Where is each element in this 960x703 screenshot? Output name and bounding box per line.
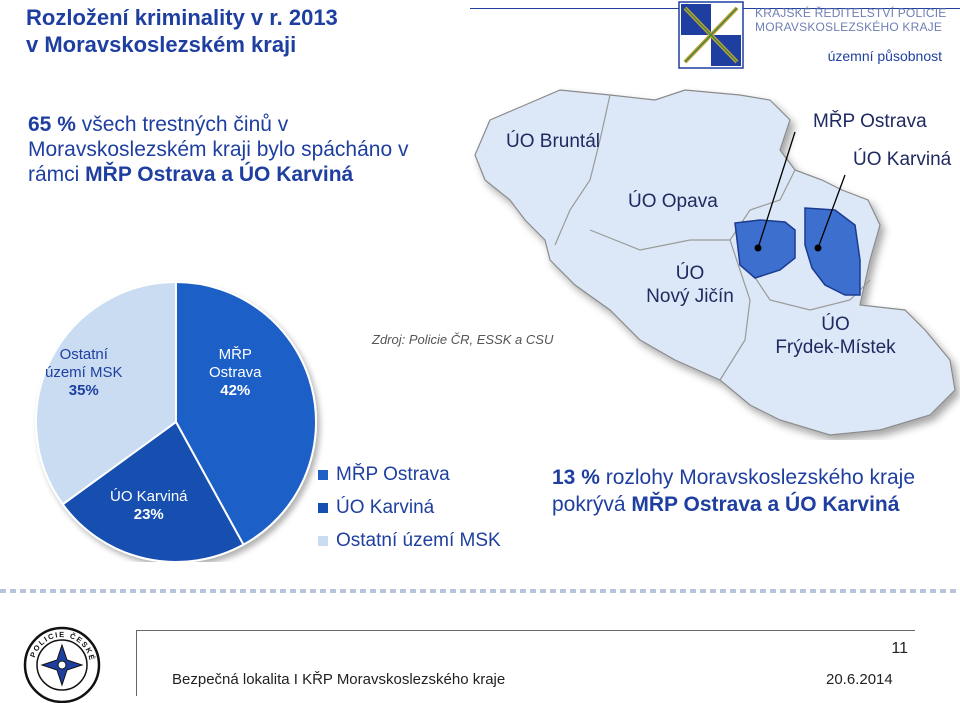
- org-line-2: MORAVSKOSLEZSKÉHO KRAJE: [755, 20, 943, 34]
- frydek-line-2: Frýdek-Místek: [775, 337, 896, 358]
- map-label-bruntal: ÚO Bruntál: [506, 131, 600, 152]
- pie-label-other-line1: Ostatní: [59, 346, 108, 363]
- police-badge-icon: POLICIE ČESKÉ REPUBLIKY: [22, 625, 101, 703]
- legend-label-ostrava: MŘP Ostrava: [336, 463, 450, 485]
- highlight-lead: 13 %: [552, 466, 600, 489]
- pie-label-other: Ostatní území MSK 35%: [45, 346, 123, 400]
- legend-label-other: Ostatní území MSK: [336, 529, 501, 551]
- map-region-outline: [474, 89, 956, 436]
- map-label-ostrava: MŘP Ostrava: [813, 111, 927, 132]
- map-label-opava: ÚO Opava: [628, 191, 718, 212]
- footer-date: 20.6.2014: [826, 671, 893, 688]
- map-district-ostrava: [734, 219, 796, 279]
- highlight-text: rozlohy Moravskoslezského kraje pokrývá: [552, 466, 915, 516]
- title-line-1: Rozložení kriminality v r. 2013: [26, 5, 338, 30]
- novy-jicin-line-1: ÚO: [675, 263, 705, 284]
- chart-legend: MŘP Ostrava ÚO Karviná Ostatní území MSK: [318, 458, 501, 557]
- scope-label: územní působnost: [827, 48, 942, 64]
- org-line-1: KRAJSKÉ ŘEDITELSTVÍ POLICIE: [755, 6, 947, 20]
- legend-item-ostrava: MŘP Ostrava: [318, 458, 501, 491]
- ostrava-dot: [754, 244, 762, 252]
- novy-jicin-line-2: Nový Jičín: [646, 286, 734, 307]
- map-label-karvina: ÚO Karviná: [853, 149, 952, 170]
- pie-label-ostrava: MŘP Ostrava 42%: [209, 346, 262, 400]
- regional-emblem-icon: [678, 1, 744, 69]
- page-title: Rozložení kriminality v r. 2013 v Moravs…: [26, 4, 338, 58]
- intro-lead: 65 %: [28, 113, 76, 136]
- page-number: 11: [891, 640, 908, 657]
- footer-text: Bezpečná lokalita I KŘP Moravskoslezskéh…: [172, 671, 506, 688]
- frydek-line-1: ÚO: [821, 314, 850, 335]
- highlight-bold: MŘP Ostrava a ÚO Karviná: [631, 493, 900, 516]
- pie-slice-other: [35, 280, 177, 506]
- pie-value-karvina: 23%: [133, 506, 164, 523]
- pie-value-other: 35%: [68, 382, 99, 399]
- legend-item-karvina: ÚO Karviná: [318, 491, 501, 524]
- ostrava-leader: [757, 131, 796, 249]
- pie-label-karvina-line1: ÚO Karviná: [110, 488, 188, 505]
- legend-swatch-other: [318, 535, 328, 546]
- map-label-frydek: ÚO Frýdek-Místek: [768, 313, 903, 359]
- legend-item-other: Ostatní území MSK: [318, 524, 501, 557]
- footer-box: [136, 630, 915, 696]
- pie-label-other-line2: území MSK: [45, 364, 123, 381]
- pie-label-ostrava-line2: Ostrava: [209, 364, 262, 381]
- pie-slice-karvina: [61, 420, 245, 562]
- intro-bold: MŘP Ostrava a ÚO Karviná: [85, 163, 354, 186]
- organization-name: KRAJSKÉ ŘEDITELSTVÍ POLICIE MORAVSKOSLEZ…: [755, 6, 946, 34]
- footer-divider: [0, 589, 960, 593]
- pie-chart: [35, 280, 317, 562]
- region-map: [474, 89, 956, 436]
- legend-label-karvina: ÚO Karviná: [336, 496, 435, 518]
- pie-slice-ostrava: [175, 280, 317, 547]
- intro-text: všech trestných činů v Moravskoslezském …: [28, 113, 409, 186]
- pie-value-ostrava: 42%: [220, 382, 251, 399]
- map-label-novy-jicin: ÚO Nový Jičín: [640, 262, 740, 308]
- legend-swatch-karvina: [318, 502, 328, 513]
- source-note: Zdroj: Policie ČR, ESSK a CSU: [372, 332, 554, 347]
- intro-paragraph: 65 % všech trestných činů v Moravskoslez…: [28, 112, 428, 187]
- pie-label-karvina: ÚO Karviná 23%: [110, 488, 188, 524]
- pie-label-ostrava-line1: MŘP: [218, 346, 252, 363]
- karvina-dot: [814, 244, 822, 252]
- legend-swatch-ostrava: [318, 469, 328, 480]
- map-district-karvina: [804, 207, 861, 296]
- border-bruntal-opava: [554, 94, 611, 246]
- highlight-paragraph: 13 % rozlohy Moravskoslezského kraje pok…: [552, 464, 952, 518]
- border-opava-novyjicin: [589, 229, 730, 251]
- karvina-leader: [817, 174, 846, 249]
- title-line-2: v Moravskoslezském kraji: [26, 32, 297, 57]
- border-novyjicin-south: [719, 239, 751, 381]
